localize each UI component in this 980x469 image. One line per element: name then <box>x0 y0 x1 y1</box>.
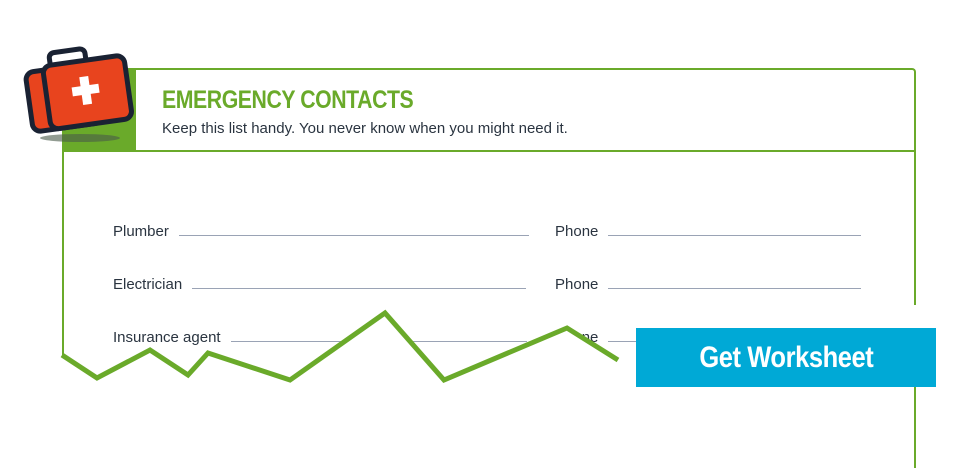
page-title: EMERGENCY CONTACTS <box>162 86 414 114</box>
field-line <box>192 287 527 289</box>
field-electrician-phone[interactable]: Phone <box>555 276 862 293</box>
field-label: Insurance agent <box>113 329 221 346</box>
field-line <box>178 234 529 236</box>
field-plumber[interactable]: Plumber <box>113 223 529 240</box>
button-label: Get Worksheet <box>699 340 873 374</box>
field-label: Phone <box>555 223 599 240</box>
get-worksheet-button[interactable]: Get Worksheet <box>636 328 936 387</box>
first-aid-kit-icon <box>23 46 134 142</box>
field-label: Phone <box>555 276 599 293</box>
field-line <box>608 234 862 236</box>
field-label: Plumber <box>113 223 169 240</box>
field-label: Electrician <box>113 276 183 293</box>
field-plumber-phone[interactable]: Phone <box>555 223 862 240</box>
field-electrician[interactable]: Electrician <box>113 276 527 293</box>
page-subtitle: Keep this list handy. You never know whe… <box>162 120 568 137</box>
field-line <box>608 287 862 289</box>
